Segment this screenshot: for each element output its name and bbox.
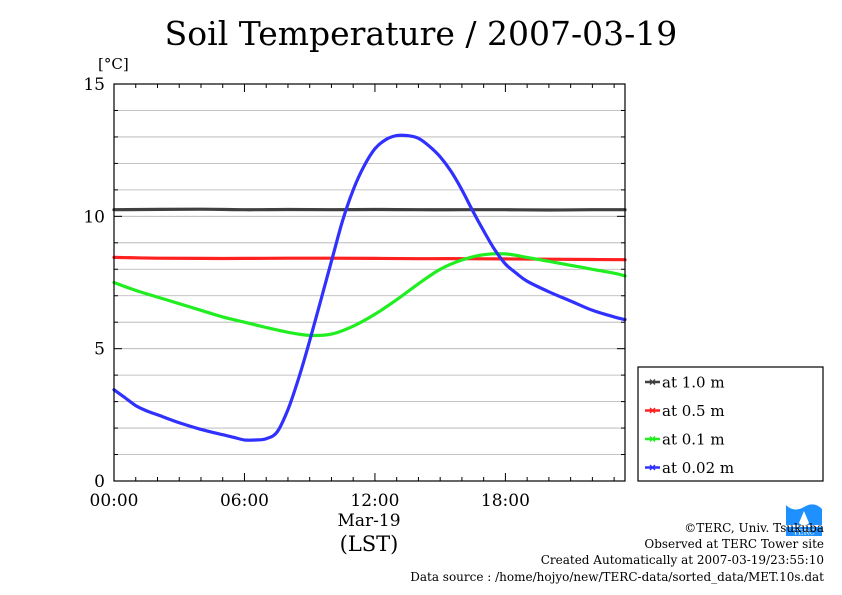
y-tick-label: 0 xyxy=(94,472,105,492)
series-line-0 xyxy=(112,207,627,212)
series-line-2 xyxy=(112,252,627,338)
x-tick-label: 18:00 xyxy=(481,491,530,511)
series-line-3 xyxy=(112,133,627,442)
chart-title: Soil Temperature / 2007-03-19 xyxy=(164,14,678,53)
legend-marker xyxy=(649,464,656,471)
source-text: Data source : /home/hojyo/new/TERC-data/… xyxy=(410,569,824,584)
y-tick-label: 15 xyxy=(83,75,105,95)
series-lines xyxy=(112,133,627,442)
legend-label: at 1.0 m xyxy=(662,374,725,392)
legend: at 1.0 m at 0.5 m at 0.1 m at 0.02 m xyxy=(637,366,824,482)
terc-logo: TERC xyxy=(784,503,824,537)
x-tick-label: 12:00 xyxy=(350,491,399,511)
legend-label: at 0.02 m xyxy=(662,459,734,477)
logo-text: TERC xyxy=(793,528,815,537)
y-axis-unit: [°C] xyxy=(98,55,129,73)
y-tick-label: 10 xyxy=(83,207,105,227)
legend-marker xyxy=(649,436,656,442)
plot-frame xyxy=(113,83,626,482)
legend-box xyxy=(637,366,824,482)
y-tick-label: 5 xyxy=(94,340,105,360)
legend-label: at 0.1 m xyxy=(662,431,725,449)
legend-marker xyxy=(649,407,656,414)
x-tick-label: 00:00 xyxy=(90,491,139,511)
grid-lines xyxy=(114,110,625,455)
legend-label: at 0.5 m xyxy=(662,402,725,420)
x-tick-label: 06:00 xyxy=(220,491,269,511)
x-axis-ticks: 00:00 06:00 12:00 18:00 xyxy=(90,84,615,511)
created-text: Created Automatically at 2007-03-19/23:5… xyxy=(540,553,824,568)
copyright-text: ©TERC, Univ. Tsukuba xyxy=(684,521,824,535)
y-axis-ticks: 0 5 10 15 xyxy=(83,75,625,492)
credits: ©TERC, Univ. Tsukuba Observed at TERC To… xyxy=(410,520,824,585)
series-line-1 xyxy=(112,255,627,262)
legend-marker xyxy=(649,379,656,385)
site-text: Observed at TERC Tower site xyxy=(644,537,824,552)
